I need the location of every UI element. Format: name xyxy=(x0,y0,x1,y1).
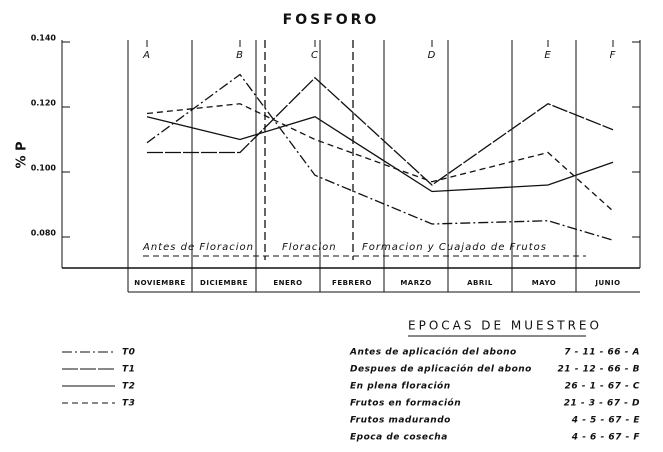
table-date: 21 - 3 - 67 - D xyxy=(564,399,640,409)
legend-label: T0 xyxy=(122,348,135,358)
phase-label: Floracion xyxy=(282,242,337,253)
sample-label: E xyxy=(544,50,551,61)
month-label: ABRIL xyxy=(467,279,493,287)
y-tick-label: 0.140 xyxy=(31,34,57,43)
series-line xyxy=(146,73,614,241)
month-label: MARZO xyxy=(400,279,431,287)
legend-label: T1 xyxy=(122,365,135,375)
legend-label: T2 xyxy=(122,382,135,392)
series-line xyxy=(147,76,614,186)
table-date: 4 - 6 - 67 - F xyxy=(571,433,641,443)
chart-title: FOSFORO xyxy=(283,12,380,28)
y-tick-label: 0.100 xyxy=(31,164,57,173)
phase-label: Formacion y Cuajado de Frutos xyxy=(362,242,547,253)
phase-label: Antes de Floracion xyxy=(142,242,254,253)
table-desc: Despues de aplicación del abono xyxy=(350,364,532,375)
legend-label: T3 xyxy=(122,399,135,409)
month-label: ENERO xyxy=(273,279,302,287)
table-date: 26 - 1 - 67 - C xyxy=(565,382,640,392)
table-title: EPOCAS DE MUESTREO xyxy=(408,319,602,333)
y-tick-label: 0.080 xyxy=(31,229,57,238)
series-line xyxy=(146,116,614,193)
table-date: 7 - 11 - 66 - A xyxy=(564,348,640,358)
month-label: MAYO xyxy=(532,279,556,287)
table-date: 21 - 12 - 66 - B xyxy=(558,365,640,375)
series-line xyxy=(146,103,614,212)
table-desc: En plena floración xyxy=(350,381,451,392)
sample-label: C xyxy=(311,50,319,61)
table-desc: Frutos en formación xyxy=(350,398,461,409)
sample-label: A xyxy=(142,50,151,61)
month-label: JUNIO xyxy=(594,279,620,287)
month-label: FEBRERO xyxy=(332,279,372,287)
sample-label: D xyxy=(428,50,437,61)
table-desc: Epoca de cosecha xyxy=(350,433,448,443)
table-desc: Antes de aplicación del abono xyxy=(349,347,517,358)
y-tick-label: 0.120 xyxy=(31,99,57,108)
sample-label: B xyxy=(236,50,244,61)
month-label: DICIEMBRE xyxy=(200,279,248,287)
month-label: NOVIEMBRE xyxy=(134,279,185,287)
frame xyxy=(61,40,641,293)
sample-label: F xyxy=(610,50,617,61)
table-desc: Frutos madurando xyxy=(350,416,451,426)
table-date: 4 - 5 - 67 - E xyxy=(571,416,641,426)
y-axis-label: % P xyxy=(15,141,30,168)
